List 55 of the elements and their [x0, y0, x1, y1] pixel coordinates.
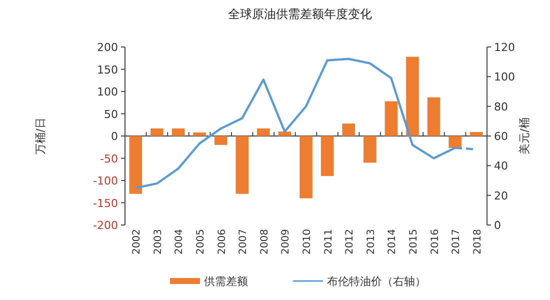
legend-label: 布伦特油价（右轴） [327, 275, 426, 288]
x-tick-label: 2003 [152, 229, 164, 254]
x-tick-label: 2009 [280, 229, 292, 254]
x-tick-label: 2004 [174, 229, 186, 254]
bar [470, 132, 483, 136]
y-tick-label: -50 [100, 152, 118, 166]
y2-tick-label: 60 [494, 130, 508, 143]
y-tick-label: 150 [97, 63, 118, 76]
bar [236, 136, 249, 194]
y-tick-label: -150 [93, 196, 118, 210]
bar [320, 136, 334, 176]
y2-tick-label: 120 [494, 41, 515, 54]
bar [257, 128, 270, 136]
bar [150, 128, 164, 136]
bar [342, 124, 355, 136]
y-tick-label: 200 [97, 41, 118, 54]
y2-tick-label: 100 [494, 70, 515, 84]
chart-title: 全球原油供需差额年度变化 [228, 7, 372, 21]
x-tick-label: 2005 [196, 229, 207, 254]
y-tick-label: 100 [97, 86, 118, 98]
y-tick-label: -200 [93, 219, 118, 232]
x-tick-label: 2002 [132, 229, 143, 254]
y-axis-title: 万桶/日 [34, 118, 47, 154]
y2-tick-label: 80 [494, 100, 508, 114]
bar [214, 136, 228, 145]
bar [300, 136, 312, 198]
bar [363, 136, 376, 163]
x-tick-label: 2011 [323, 229, 334, 254]
x-tick-label: 2012 [344, 229, 356, 254]
bar [172, 128, 185, 136]
x-tick-label: 2017 [451, 229, 462, 254]
bar [384, 101, 398, 136]
x-tick-label: 2008 [259, 229, 270, 254]
bar [129, 136, 142, 194]
y2-tick-label: 40 [494, 160, 508, 173]
bar [193, 132, 206, 136]
x-tick-label: 2014 [387, 229, 398, 254]
bar [427, 97, 440, 136]
x-tick-label: 2016 [430, 229, 441, 254]
x-tick-label: 2013 [366, 229, 377, 254]
y-tick-label: 0 [111, 130, 118, 143]
x-tick-label: 2010 [302, 229, 313, 254]
bar [278, 132, 292, 136]
x-tick-label: 2015 [408, 229, 420, 254]
y2-tick-label: 0 [494, 219, 501, 232]
x-tick-label: 2018 [472, 229, 484, 254]
y-tick-label: -100 [93, 174, 118, 188]
bar [406, 56, 419, 136]
y2-axis-title: 美元/桶 [518, 118, 531, 154]
y2-tick-label: 20 [494, 189, 508, 202]
x-tick-label: 2007 [238, 229, 250, 254]
x-tick-label: 2006 [216, 229, 228, 254]
bar [448, 136, 462, 148]
legend-label: 供需差额 [204, 275, 248, 288]
y-tick-label: 50 [104, 108, 118, 121]
